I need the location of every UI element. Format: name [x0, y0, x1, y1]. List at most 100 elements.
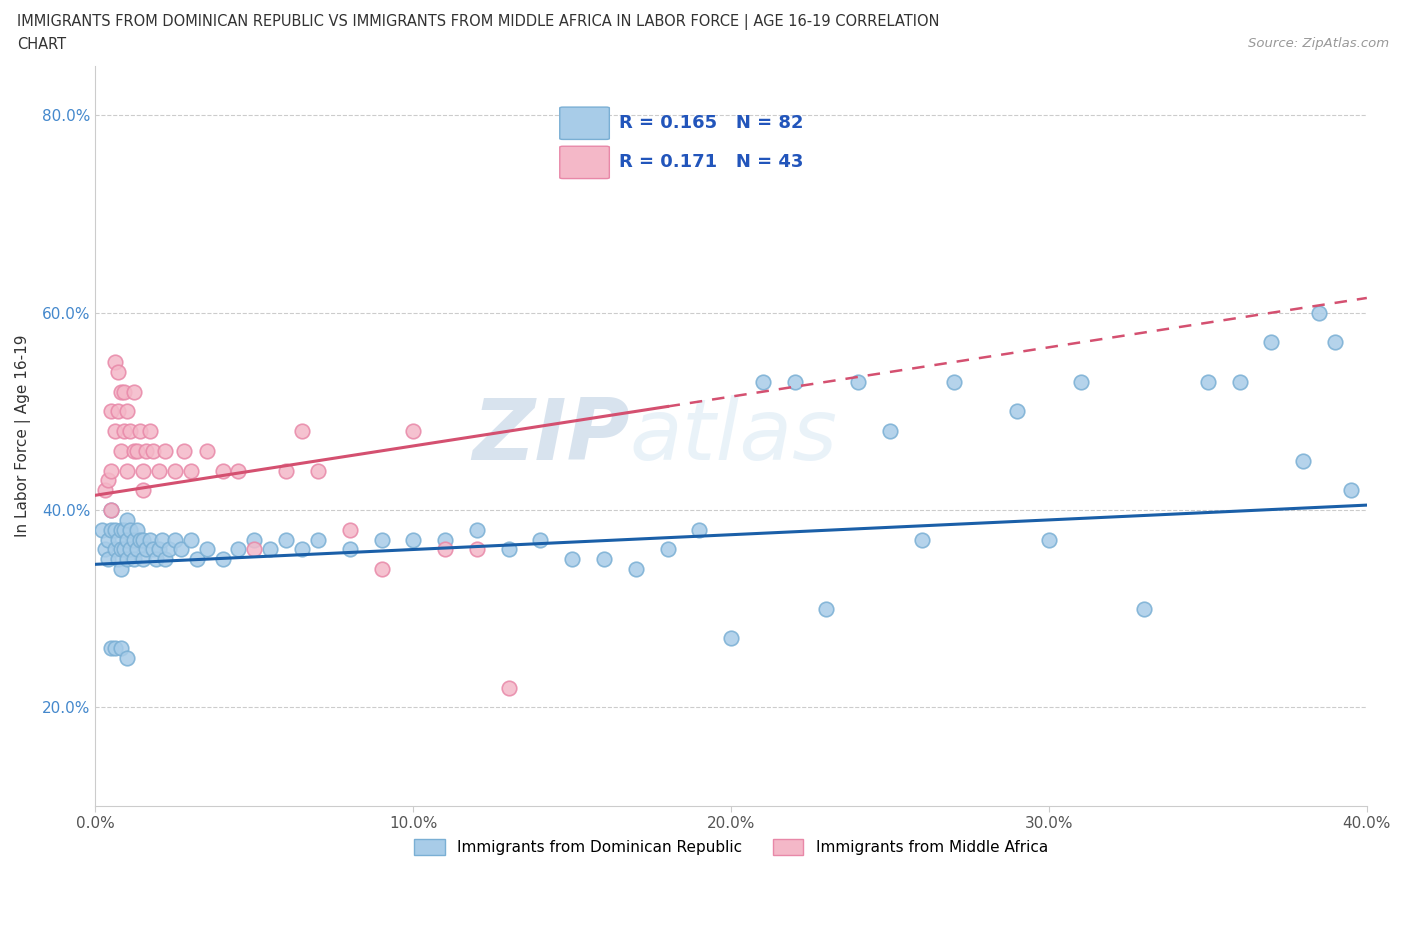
Point [135, 444, 157, 458]
Point [657, 542, 679, 557]
Point [276, 463, 298, 478]
Point [94, 542, 117, 557]
Point [846, 375, 869, 390]
Point [132, 463, 155, 478]
Point [307, 532, 329, 547]
Point [107, 532, 129, 547]
Point [129, 424, 152, 439]
Point [228, 542, 250, 557]
Point [120, 542, 142, 557]
Point [155, 444, 177, 458]
Point [339, 523, 361, 538]
Point [465, 523, 488, 538]
Point [1038, 532, 1060, 547]
Point [90, 523, 112, 538]
Point [103, 542, 125, 557]
Point [110, 444, 132, 458]
Point [110, 562, 132, 577]
Point [97, 551, 120, 566]
Point [370, 532, 392, 547]
Point [624, 562, 647, 577]
Point [561, 551, 583, 566]
Point [1005, 404, 1028, 418]
Point [1070, 375, 1092, 390]
Point [1324, 335, 1347, 350]
Text: ZIP: ZIP [472, 394, 630, 478]
Point [1292, 453, 1315, 468]
Point [402, 532, 425, 547]
Point [170, 542, 193, 557]
Point [243, 542, 266, 557]
Point [135, 542, 157, 557]
Point [129, 532, 152, 547]
Point [157, 542, 180, 557]
Point [138, 424, 160, 439]
Point [180, 532, 202, 547]
Point [879, 424, 901, 439]
Point [529, 532, 551, 547]
Point [117, 651, 139, 666]
Point [593, 551, 616, 566]
Point [110, 523, 132, 538]
Point [117, 404, 139, 418]
Point [155, 551, 177, 566]
Point [259, 542, 281, 557]
Point [1197, 375, 1219, 390]
Point [100, 523, 122, 538]
Point [1308, 305, 1330, 320]
Point [1229, 375, 1251, 390]
Point [100, 404, 122, 418]
Point [112, 542, 135, 557]
Point [120, 424, 142, 439]
Point [148, 463, 170, 478]
Point [291, 542, 314, 557]
Text: atlas: atlas [630, 394, 838, 478]
Point [186, 551, 208, 566]
Point [142, 444, 165, 458]
Point [370, 562, 392, 577]
Point [1260, 335, 1282, 350]
Point [276, 532, 298, 547]
Point [100, 641, 122, 656]
Point [107, 404, 129, 418]
Point [180, 463, 202, 478]
Point [163, 463, 186, 478]
Point [150, 532, 173, 547]
Point [103, 354, 125, 369]
Point [122, 384, 145, 399]
Point [110, 384, 132, 399]
Text: IMMIGRANTS FROM DOMINICAN REPUBLIC VS IMMIGRANTS FROM MIDDLE AFRICA IN LABOR FOR: IMMIGRANTS FROM DOMINICAN REPUBLIC VS IM… [17, 14, 939, 30]
Point [1133, 601, 1156, 616]
Point [112, 384, 135, 399]
Point [132, 483, 155, 498]
Point [132, 551, 155, 566]
Point [307, 463, 329, 478]
Point [211, 551, 233, 566]
Point [752, 375, 775, 390]
Point [110, 641, 132, 656]
Point [120, 523, 142, 538]
Point [125, 444, 148, 458]
Point [110, 542, 132, 557]
Point [465, 542, 488, 557]
Point [163, 532, 186, 547]
Point [291, 424, 314, 439]
Point [117, 532, 139, 547]
Point [434, 532, 457, 547]
Point [107, 551, 129, 566]
Legend: Immigrants from Dominican Republic, Immigrants from Middle Africa: Immigrants from Dominican Republic, Immi… [408, 833, 1054, 861]
Text: CHART: CHART [17, 37, 66, 52]
Point [100, 463, 122, 478]
Y-axis label: In Labor Force | Age 16-19: In Labor Force | Age 16-19 [15, 335, 31, 538]
Point [815, 601, 838, 616]
Point [125, 542, 148, 557]
Point [122, 551, 145, 566]
Point [125, 523, 148, 538]
Point [720, 631, 742, 645]
Point [1340, 483, 1362, 498]
Point [434, 542, 457, 557]
Point [103, 641, 125, 656]
Point [117, 551, 139, 566]
Point [138, 532, 160, 547]
Point [97, 532, 120, 547]
